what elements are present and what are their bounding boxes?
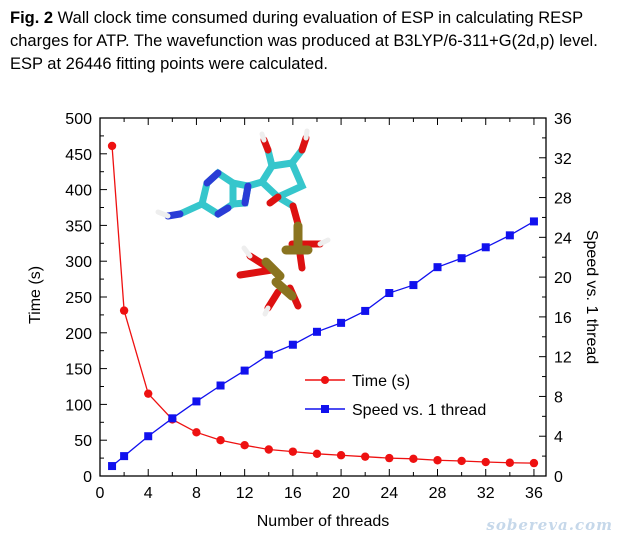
data-point-speed [288, 340, 297, 349]
x-tick-label: 8 [192, 485, 201, 502]
y-tick-label: 150 [65, 362, 92, 379]
data-point-time [481, 457, 490, 467]
data-point-time [264, 445, 273, 454]
y-tick-label: 0 [83, 469, 92, 486]
data-point-time [409, 454, 418, 464]
chart-axes: 0 4 8 12 16 20 24 28 32 3605010015020025030035040… [65, 111, 572, 502]
data-point-speed [168, 414, 177, 423]
atp-molecule-illustration [155, 128, 331, 317]
data-point-time [216, 436, 225, 445]
data-point-time [144, 389, 153, 398]
y-tick-label: 350 [65, 218, 92, 235]
data-point-speed [433, 263, 442, 272]
data-point-time [336, 451, 346, 460]
data-point-speed [108, 462, 117, 471]
data-point-speed [385, 289, 394, 298]
legend-label-time: Time (s) [352, 373, 410, 390]
x-tick-label: 36 [525, 485, 543, 502]
data-point-speed [457, 254, 466, 263]
data-point-speed [481, 243, 490, 252]
x-tick-label: 12 [236, 485, 254, 502]
y2-tick-label: 12 [554, 350, 572, 367]
data-point-speed [361, 306, 370, 315]
data-point-speed [505, 231, 514, 240]
x-tick-label: 16 [284, 485, 302, 502]
data-point-speed [337, 318, 346, 327]
chart-legend: Time (s) Speed vs. 1 thread [305, 373, 486, 419]
data-point-time [312, 449, 322, 459]
legend-marker-speed [321, 405, 329, 413]
y-tick-label: 500 [65, 111, 92, 128]
y2-tick-label: 32 [554, 151, 572, 168]
x-tick-label: 32 [477, 485, 495, 502]
y-tick-label: 450 [65, 147, 92, 164]
data-point-speed [144, 432, 153, 441]
y2-tick-label: 24 [554, 230, 572, 247]
x-tick-label: 28 [429, 485, 447, 502]
series-line-1 [111, 220, 535, 467]
data-point-time [385, 453, 394, 463]
data-point-speed [312, 327, 321, 336]
x-axis-label: Number of threads [257, 513, 390, 530]
legend-marker-time [321, 376, 329, 384]
y-tick-label: 200 [65, 326, 92, 343]
y2-tick-label: 36 [554, 111, 572, 128]
x-tick-label: 20 [332, 485, 350, 502]
data-point-speed [216, 381, 225, 390]
data-point-speed [192, 397, 201, 406]
watermark: sobereva.com [486, 516, 613, 534]
y-tick-label: 100 [65, 397, 92, 414]
y-tick-label: 400 [65, 183, 92, 200]
figure-label: Fig. 2 [10, 9, 54, 27]
y-tick-label: 300 [65, 254, 92, 271]
x-tick-label: 4 [144, 485, 153, 502]
legend-label-speed: Speed vs. 1 thread [352, 402, 486, 419]
data-point-time [240, 441, 249, 450]
y2-tick-label: 16 [554, 310, 572, 327]
x-tick-label: 24 [380, 485, 398, 502]
chart-series [107, 141, 539, 471]
y-axis-label: Time (s) [27, 266, 44, 324]
data-point-speed [120, 452, 129, 461]
data-point-speed [264, 350, 273, 359]
y2-tick-label: 8 [554, 389, 563, 406]
data-point-time [457, 456, 466, 466]
data-point-speed [529, 217, 538, 226]
data-point-time [107, 141, 117, 151]
data-point-speed [240, 366, 249, 375]
data-point-time [192, 428, 201, 437]
data-point-time [119, 306, 129, 315]
y2-tick-label: 28 [554, 191, 572, 208]
data-point-time [505, 458, 515, 467]
data-point-time [360, 452, 370, 461]
figure-caption: Fig. 2 Wall clock time consumed during e… [10, 7, 615, 76]
y2-axis-label: Speed vs. 1 thread [583, 230, 600, 364]
data-point-time [433, 456, 442, 465]
data-point-time [288, 447, 298, 456]
y2-tick-label: 20 [554, 270, 572, 287]
y2-tick-label: 0 [554, 469, 563, 486]
data-point-speed [409, 281, 418, 290]
y-tick-label: 50 [74, 433, 92, 450]
caption-text: Wall clock time consumed during evaluati… [10, 9, 598, 73]
y-tick-label: 250 [65, 290, 92, 307]
data-point-time [529, 458, 539, 468]
y2-tick-label: 4 [554, 429, 563, 446]
x-tick-label: 0 [96, 485, 105, 502]
